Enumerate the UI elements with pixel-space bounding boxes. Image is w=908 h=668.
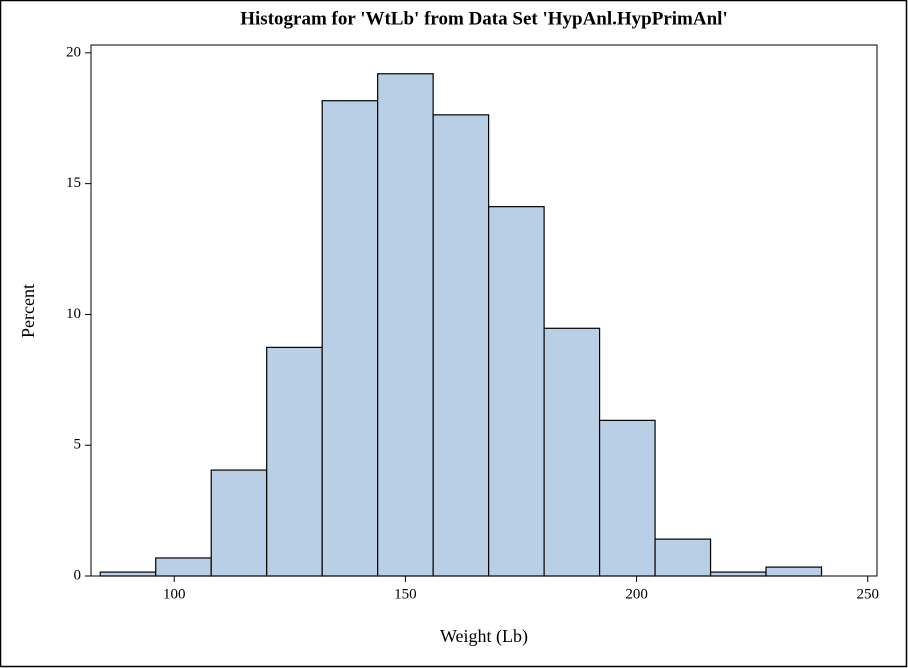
bar [266,346,323,577]
y-tick-label: 20 [66,44,81,60]
x-axis-label: Weight (Lb) [440,626,528,647]
bar [598,419,656,577]
bar [543,327,601,577]
plot-frame [90,44,878,577]
y-tick-label: 0 [74,567,82,583]
x-tick-label: 250 [857,586,880,602]
x-tick-label: 200 [625,586,648,602]
y-axis-label: Percent [18,284,38,338]
chart-title: Histogram for 'WtLb' from Data Set 'HypA… [240,8,727,29]
bar [765,566,823,577]
bar [488,206,545,577]
bar [377,73,434,577]
bar [709,571,767,577]
bar [99,571,157,577]
bar [321,100,379,577]
x-tick-label: 100 [163,586,186,602]
bar [210,469,268,577]
bar [155,557,212,577]
bar [432,114,490,577]
y-tick-label: 10 [66,306,81,322]
y-tick-label: 15 [66,175,81,191]
y-tick-label: 5 [74,437,82,453]
x-tick-label: 150 [394,586,417,602]
bar [654,538,712,577]
